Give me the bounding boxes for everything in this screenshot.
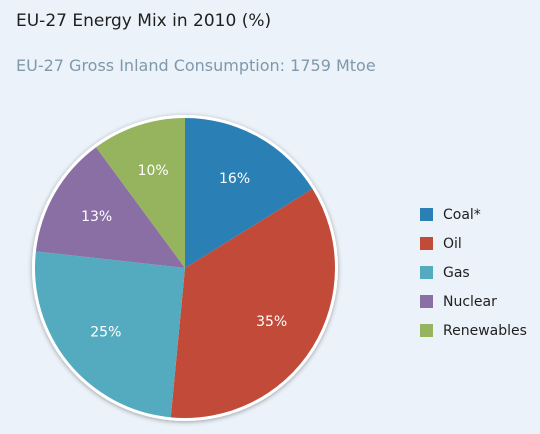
chart-title: EU-27 Energy Mix in 2010 (%) — [16, 11, 272, 31]
slice-label-coal: 16% — [219, 171, 250, 187]
pie-slice-labels: 16% 35% 25% 13% 10% — [81, 163, 287, 340]
slice-label-oil: 35% — [256, 314, 287, 330]
legend-swatch — [420, 208, 433, 221]
legend-swatch — [420, 295, 433, 308]
legend-item-gas: Gas — [420, 258, 527, 287]
slice-label-renewables: 10% — [138, 163, 169, 179]
legend-swatch — [420, 237, 433, 250]
pie-slice-renewables — [96, 118, 185, 268]
pie-slices — [34, 118, 335, 418]
pie-slice-nuclear — [35, 147, 185, 268]
chart-subtitle: EU-27 Gross Inland Consumption: 1759 Mto… — [16, 56, 376, 75]
slice-label-gas: 25% — [90, 324, 121, 340]
pie-slice-gas — [34, 251, 185, 418]
legend-item-oil: Oil — [420, 229, 527, 258]
legend-item-coal: Coal* — [420, 200, 527, 229]
pie-slice-oil — [170, 188, 335, 418]
legend-label: Gas — [443, 264, 470, 281]
legend: Coal* Oil Gas Nuclear Renewables — [420, 200, 527, 345]
legend-label: Renewables — [443, 322, 527, 339]
slice-label-nuclear: 13% — [81, 209, 112, 225]
legend-item-nuclear: Nuclear — [420, 287, 527, 316]
legend-swatch — [420, 324, 433, 337]
legend-label: Nuclear — [443, 293, 497, 310]
legend-label: Oil — [443, 235, 462, 252]
legend-item-renewables: Renewables — [420, 316, 527, 345]
legend-label: Coal* — [443, 206, 481, 223]
pie-slice-coal — [185, 118, 313, 268]
legend-swatch — [420, 266, 433, 279]
